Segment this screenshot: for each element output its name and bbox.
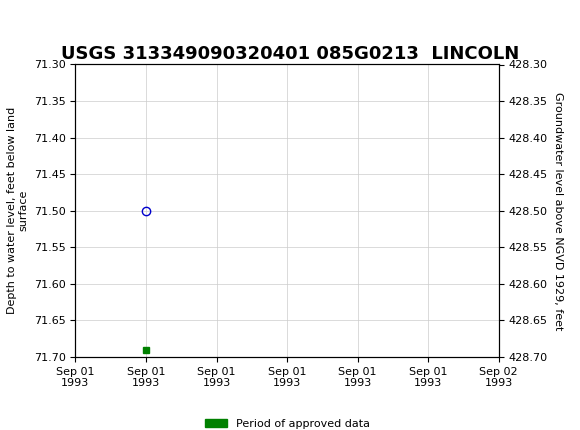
Text: USGS 313349090320401 085G0213  LINCOLN: USGS 313349090320401 085G0213 LINCOLN [61,45,519,63]
Y-axis label: Depth to water level, feet below land
surface: Depth to water level, feet below land su… [6,107,28,314]
Y-axis label: Groundwater level above NGVD 1929, feet: Groundwater level above NGVD 1929, feet [553,92,563,330]
Text: ▒USGS: ▒USGS [3,11,88,34]
Legend: Period of approved data: Period of approved data [200,415,374,430]
